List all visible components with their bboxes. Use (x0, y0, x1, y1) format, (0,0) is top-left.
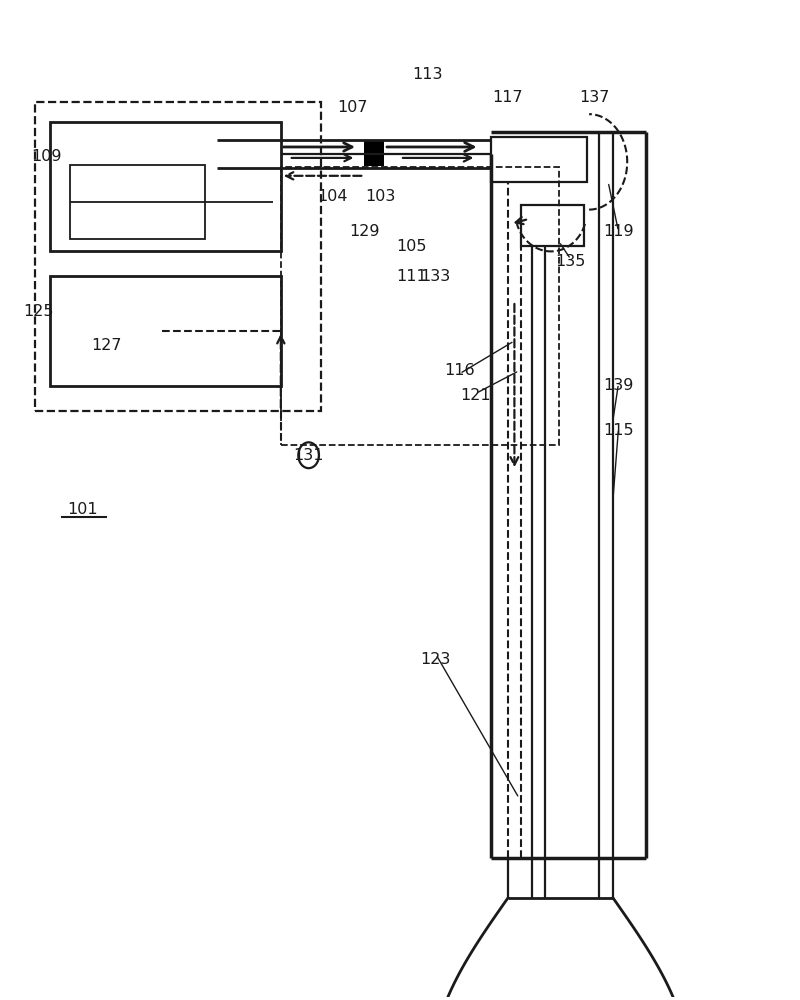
Text: 101: 101 (67, 502, 98, 517)
Bar (50, 276, 281, 386)
Text: 111: 111 (397, 269, 427, 284)
Text: 117: 117 (492, 90, 522, 105)
Text: 127: 127 (91, 338, 122, 353)
Bar (521, 205, 584, 246)
Text: 131: 131 (294, 448, 324, 463)
Text: 103: 103 (365, 189, 395, 204)
Text: 119: 119 (603, 224, 634, 239)
Text: 135: 135 (556, 254, 586, 269)
Text: 121: 121 (460, 388, 490, 403)
Text: 113: 113 (413, 67, 443, 82)
Bar (70, 165, 206, 239)
Bar (491, 137, 586, 182)
Text: 105: 105 (397, 239, 427, 254)
Text: 107: 107 (337, 100, 367, 115)
Bar (364, 140, 384, 166)
Text: 125: 125 (23, 304, 54, 319)
Text: 137: 137 (579, 90, 610, 105)
Text: 104: 104 (318, 189, 348, 204)
Text: 129: 129 (349, 224, 379, 239)
Text: 116: 116 (444, 363, 475, 378)
Bar (34, 102, 321, 410)
Text: 123: 123 (421, 652, 451, 667)
Bar (281, 167, 559, 445)
Text: 115: 115 (603, 423, 634, 438)
Text: 133: 133 (421, 269, 451, 284)
Bar (50, 122, 281, 251)
Text: 139: 139 (603, 378, 634, 393)
Text: 109: 109 (31, 149, 62, 164)
